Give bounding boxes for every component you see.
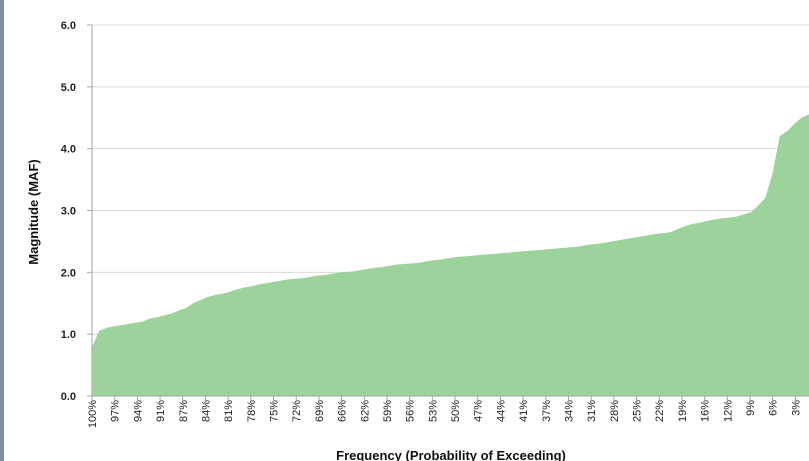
x-tick-label: 6%	[768, 400, 780, 416]
x-tick-label: 37%	[541, 400, 553, 422]
area-series	[91, 114, 809, 397]
x-tick-labels: 100% 97% 94% 91% 87% 84% 81% 78% 75% 72% 69% 66% 62%…	[87, 400, 802, 428]
x-tick-label: 47%	[473, 400, 485, 422]
x-tick-label: 34%	[564, 400, 576, 422]
y-axis-title: Magnitude (MAF)	[26, 159, 41, 264]
x-tick-label: 81%	[223, 400, 235, 422]
x-tick-label: 94%	[132, 400, 144, 422]
window-frame-border	[0, 0, 4, 461]
axes	[87, 24, 809, 400]
y-tick-label: 5.0	[61, 82, 76, 94]
x-axis-title: Frequency (Probability of Exceeding)	[336, 448, 566, 461]
x-tick-label: 25%	[632, 400, 644, 422]
x-tick-label: 100%	[87, 400, 99, 428]
x-tick-label: 75%	[269, 400, 281, 422]
x-tick-label: 41%	[518, 400, 530, 422]
x-tick-label: 19%	[677, 400, 689, 422]
x-tick-label: 53%	[427, 400, 439, 422]
x-tick-label: 28%	[609, 400, 621, 422]
x-tick-label: 72%	[291, 400, 303, 422]
y-tick-label: 0.0	[61, 391, 76, 403]
y-tick-label: 1.0	[61, 329, 76, 341]
y-tick-labels: 0.0 1.0 2.0 3.0 4.0 5.0 6.0	[61, 20, 76, 403]
x-tick-label: 31%	[586, 400, 598, 422]
x-tick-label: 84%	[200, 400, 212, 422]
x-tick-label: 69%	[314, 400, 326, 422]
x-tick-label: 91%	[155, 400, 167, 422]
y-tick-label: 3.0	[61, 206, 76, 218]
x-tick-label: 50%	[450, 400, 462, 422]
x-tick-label: 3%	[790, 400, 802, 416]
x-tick-label: 97%	[110, 400, 122, 422]
x-tick-label: 78%	[246, 400, 258, 422]
x-tick-label: 44%	[495, 400, 507, 422]
x-tick-label: 16%	[700, 400, 712, 422]
area-fill	[91, 114, 809, 397]
x-tick-label: 62%	[359, 400, 371, 422]
y-tick-label: 2.0	[61, 267, 76, 279]
x-tick-label: 9%	[745, 400, 757, 416]
x-tick-label: 59%	[382, 400, 394, 422]
x-tick-label: 87%	[178, 400, 190, 422]
y-tick-label: 4.0	[61, 144, 76, 156]
y-tick-label: 6.0	[61, 20, 76, 32]
x-tick-label: 12%	[722, 400, 734, 422]
x-tick-label: 22%	[654, 400, 666, 422]
x-tick-label: 66%	[337, 400, 349, 422]
x-tick-label: 56%	[405, 400, 417, 422]
